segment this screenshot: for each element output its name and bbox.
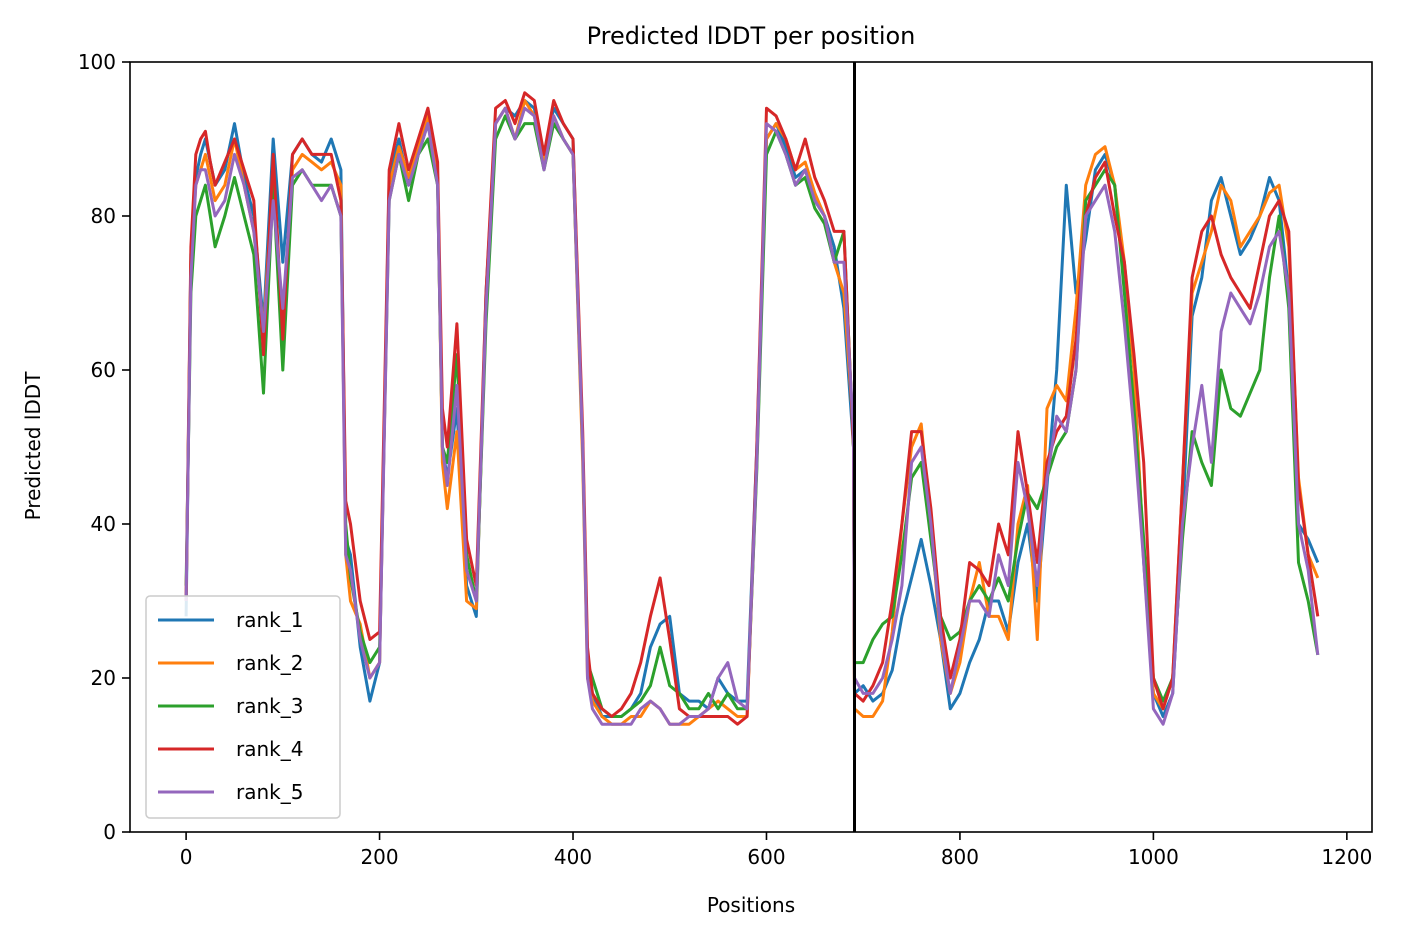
series-group xyxy=(184,91,1320,726)
x-tick-label: 600 xyxy=(747,845,785,869)
chart-title: Predicted lDDT per position xyxy=(587,22,916,50)
y-tick-label: 60 xyxy=(91,358,116,382)
x-tick-label: 400 xyxy=(554,845,592,869)
y-tick-label: 20 xyxy=(91,666,116,690)
x-axis: 0 200 400 600 800 1000 1200 xyxy=(180,832,1372,869)
legend: rank_1 rank_2 rank_3 rank_4 rank_5 xyxy=(145,595,341,819)
y-tick-label: 40 xyxy=(91,512,116,536)
legend-label-rank_5: rank_5 xyxy=(236,780,303,804)
y-tick-label: 0 xyxy=(103,820,116,844)
y-tick-label: 100 xyxy=(78,50,116,74)
plot-frame xyxy=(129,61,1373,833)
x-tick-label: 0 xyxy=(180,845,193,869)
series-line-rank_4 xyxy=(184,91,1320,726)
x-tick-label: 1000 xyxy=(1128,845,1179,869)
x-tick-label: 800 xyxy=(941,845,979,869)
x-tick-label: 1200 xyxy=(1321,845,1372,869)
legend-box xyxy=(145,595,341,819)
legend-label-rank_4: rank_4 xyxy=(236,737,303,761)
y-axis-title: Predicted lDDT xyxy=(21,371,45,521)
y-tick-label: 80 xyxy=(91,204,116,228)
legend-label-rank_1: rank_1 xyxy=(236,608,303,632)
legend-label-rank_2: rank_2 xyxy=(236,651,303,675)
x-axis-title: Positions xyxy=(707,893,795,917)
series-line-rank_3 xyxy=(184,114,1320,718)
x-tick-label: 200 xyxy=(360,845,398,869)
legend-label-rank_3: rank_3 xyxy=(236,694,303,718)
y-axis: 0 20 40 60 80 100 xyxy=(78,50,130,844)
series-line-rank_5 xyxy=(184,106,1320,726)
